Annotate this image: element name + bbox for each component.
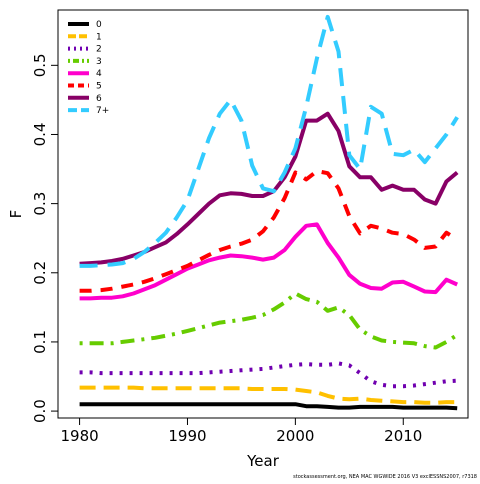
data-point (229, 98, 232, 101)
data-point (186, 199, 189, 202)
data-point (315, 363, 318, 366)
data-point (315, 170, 318, 173)
data-point (413, 148, 416, 151)
series-3 (79, 291, 459, 350)
data-point (175, 372, 178, 375)
data-point (369, 335, 372, 338)
series-line-1 (79, 385, 458, 405)
legend-label: 0 (96, 20, 102, 30)
data-point (326, 363, 329, 366)
y-tick-label: 0.0 (31, 399, 49, 423)
data-point (121, 386, 124, 389)
series-line-2 (79, 361, 458, 389)
series-line-7 (79, 14, 459, 268)
data-point (197, 387, 200, 390)
y-axis-title: F (7, 210, 25, 219)
series-0 (79, 402, 458, 411)
series-layer (79, 14, 459, 411)
data-point (154, 242, 157, 245)
legend-label: 7+ (96, 106, 109, 116)
data-point (272, 366, 275, 369)
data-point (456, 379, 459, 382)
series-5 (79, 169, 459, 293)
data-point (154, 372, 157, 375)
data-point (337, 397, 340, 400)
data-point (348, 314, 351, 317)
x-tick-label: 1990 (168, 427, 206, 445)
data-point (305, 363, 308, 366)
x-axis-title: Year (246, 452, 280, 470)
data-point (175, 269, 178, 272)
legend-label: 1 (96, 32, 102, 42)
legend-label: 5 (96, 82, 102, 92)
data-point (100, 386, 103, 389)
data-point (251, 238, 254, 241)
data-point (197, 259, 200, 262)
data-point (305, 105, 308, 108)
data-point (154, 277, 157, 280)
series-line-0 (79, 402, 458, 411)
plot-frame (57, 9, 469, 419)
legend-label: 2 (96, 45, 102, 55)
data-point (359, 328, 362, 331)
data-point (380, 383, 383, 386)
x-tick-label: 1980 (60, 427, 98, 445)
series-line-5 (79, 169, 459, 293)
series-1 (79, 385, 459, 405)
y-tick-label: 0.2 (31, 261, 49, 285)
data-point (218, 387, 221, 390)
legend: 0 1 2 3 4 5 6 7+ (61, 13, 131, 116)
y-tick-label: 0.1 (31, 330, 49, 354)
credit-text: stockassessment.org, NEA MAC WGWIDE 2016… (293, 474, 477, 480)
data-point (294, 292, 297, 295)
data-point (359, 397, 362, 400)
data-point (359, 168, 362, 171)
legend-label: 4 (96, 69, 102, 79)
series-4 (79, 222, 459, 301)
data-point (434, 401, 437, 404)
series-7 (79, 14, 459, 268)
legend-label: 6 (96, 94, 102, 104)
data-point (380, 227, 383, 230)
data-point (337, 306, 340, 309)
data-point (294, 363, 297, 366)
data-point (315, 391, 318, 394)
series-2 (79, 361, 459, 389)
data-point (456, 401, 459, 404)
data-point (208, 324, 211, 327)
data-point (229, 320, 232, 323)
x-tick-label: 2010 (384, 427, 422, 445)
x-axis: 1980 1990 2000 2010 (60, 418, 422, 445)
series-line-3 (79, 291, 459, 350)
y-tick-label: 0.5 (31, 53, 49, 77)
data-point (456, 334, 459, 337)
series-line-4 (79, 222, 459, 301)
y-tick-label: 0.3 (31, 192, 49, 216)
data-point (456, 238, 459, 241)
legend-label: 3 (96, 57, 102, 67)
data-point (143, 372, 146, 375)
data-point (186, 372, 189, 375)
data-point (240, 387, 243, 390)
x-tick-label: 2000 (276, 427, 314, 445)
data-point (175, 332, 178, 335)
y-axis: 0.0 0.1 0.2 0.3 0.4 0.5 (31, 53, 58, 423)
data-point (197, 372, 200, 375)
y-tick-label: 0.4 (31, 123, 49, 147)
data-point (283, 365, 286, 368)
data-point (369, 380, 372, 383)
data-point (402, 233, 405, 236)
data-point (164, 372, 167, 375)
data-point (197, 327, 200, 330)
data-point (391, 152, 394, 155)
